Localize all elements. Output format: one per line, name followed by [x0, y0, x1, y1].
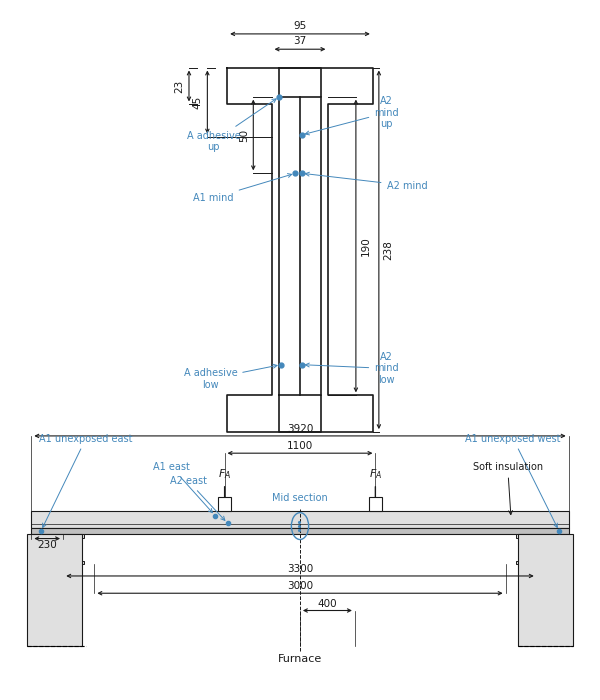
Text: 238: 238	[383, 240, 394, 260]
Text: 23: 23	[175, 79, 184, 92]
Text: A1 east: A1 east	[154, 463, 212, 512]
Text: A2 mind: A2 mind	[305, 172, 427, 190]
Text: A2 east: A2 east	[170, 476, 225, 520]
Text: 50: 50	[239, 128, 249, 141]
Bar	[31, 511, 569, 528]
Text: 230: 230	[37, 540, 57, 550]
Bar	[521, 542, 531, 552]
Text: 3000: 3000	[287, 581, 313, 592]
Text: A adhesive
low: A adhesive low	[184, 364, 277, 390]
Text: $F_A$: $F_A$	[218, 467, 231, 481]
Text: 190: 190	[361, 236, 370, 256]
Bar	[218, 497, 232, 511]
Text: 1100: 1100	[287, 441, 313, 452]
Text: A1 unexposed east: A1 unexposed east	[39, 434, 133, 527]
Text: A1 unexposed west: A1 unexposed west	[466, 434, 561, 527]
Bar	[368, 497, 382, 511]
Bar	[68, 534, 80, 561]
Bar	[69, 542, 79, 552]
Text: $F_A$: $F_A$	[369, 467, 382, 481]
Text: 45: 45	[193, 95, 203, 108]
Text: Soft insulation: Soft insulation	[473, 463, 543, 514]
Bar	[515, 561, 536, 564]
Bar	[31, 528, 569, 534]
Bar	[64, 561, 85, 564]
Text: A2
mind
up: A2 mind up	[305, 96, 399, 135]
Text: 3300: 3300	[287, 564, 313, 574]
Bar	[26, 534, 82, 646]
Bar	[515, 534, 536, 538]
Text: 37: 37	[293, 36, 307, 46]
Text: 400: 400	[317, 598, 337, 608]
Bar	[64, 534, 85, 538]
Bar	[518, 534, 574, 646]
Text: Furnace: Furnace	[278, 654, 322, 664]
Text: 95: 95	[293, 21, 307, 31]
Text: Mid section: Mid section	[272, 493, 328, 503]
Text: 3920: 3920	[287, 424, 313, 434]
Text: A1 mind: A1 mind	[193, 174, 292, 203]
Text: A2
mind
low: A2 mind low	[305, 352, 399, 385]
Text: A adhesive
up: A adhesive up	[187, 99, 276, 153]
Bar	[520, 534, 532, 561]
